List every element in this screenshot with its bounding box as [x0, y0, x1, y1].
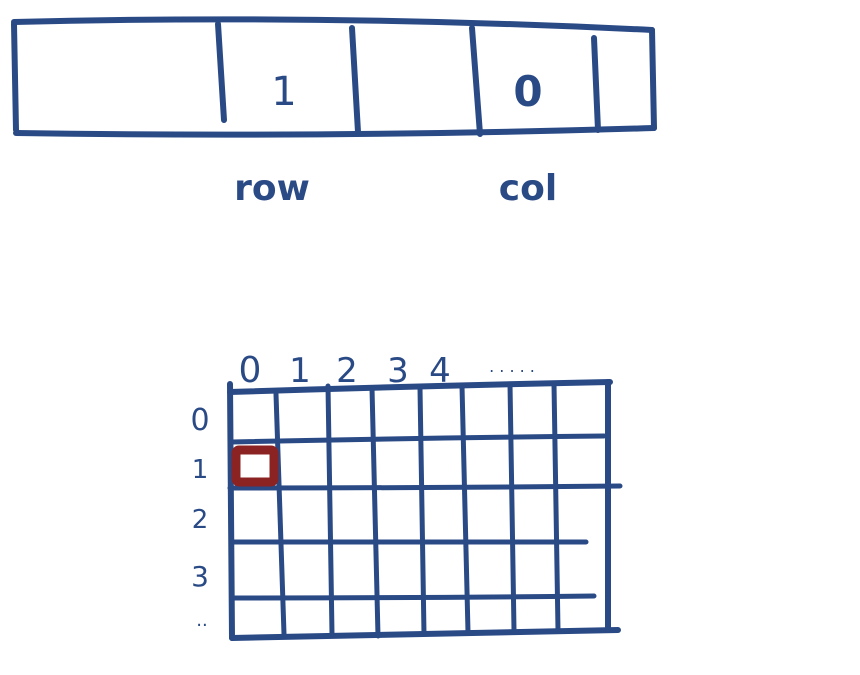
grid-line — [227, 483, 623, 491]
grid-line — [325, 383, 335, 637]
row-headers: 0 1 2 3 .. — [190, 403, 209, 631]
strip-divider — [591, 35, 601, 133]
strip-divider — [11, 21, 19, 133]
grid — [227, 379, 623, 641]
strip-divider — [649, 27, 657, 131]
column-header: 1 — [289, 351, 311, 391]
column-header-ellipsis: . . . . . — [489, 357, 535, 376]
grid-line — [551, 381, 561, 633]
memory-strip: 1 0 row col — [11, 16, 657, 209]
column-header: 3 — [387, 351, 409, 391]
row-header: 1 — [192, 455, 209, 485]
grid-line — [229, 593, 597, 601]
grid-line — [229, 433, 607, 445]
strip-divider — [349, 25, 361, 135]
strip-divider — [469, 25, 483, 137]
grid-line — [507, 381, 517, 633]
grid-line — [273, 391, 287, 637]
strip-cell-value: 1 — [271, 69, 296, 115]
row-header-ellipsis: .. — [196, 610, 207, 631]
grid-line — [227, 381, 235, 641]
strip-divider — [215, 21, 227, 123]
strip-top-edge — [11, 16, 655, 33]
column-header: 4 — [429, 351, 451, 391]
col-label: col — [499, 168, 557, 209]
row-header: 0 — [190, 403, 209, 438]
column-headers: 0 1 2 3 4 . . . . . — [239, 350, 535, 391]
column-header: 0 — [239, 350, 262, 391]
column-header: 2 — [336, 351, 358, 391]
strip-bottom-edge — [13, 125, 657, 138]
highlighted-cell — [231, 445, 279, 487]
strip-cell-value: 0 — [513, 67, 542, 116]
grid-line — [459, 383, 471, 635]
grid-line — [369, 385, 381, 639]
row-header: 3 — [191, 560, 209, 593]
grid-line — [417, 385, 427, 637]
row-label: row — [234, 168, 310, 209]
row-header: 2 — [192, 505, 209, 535]
